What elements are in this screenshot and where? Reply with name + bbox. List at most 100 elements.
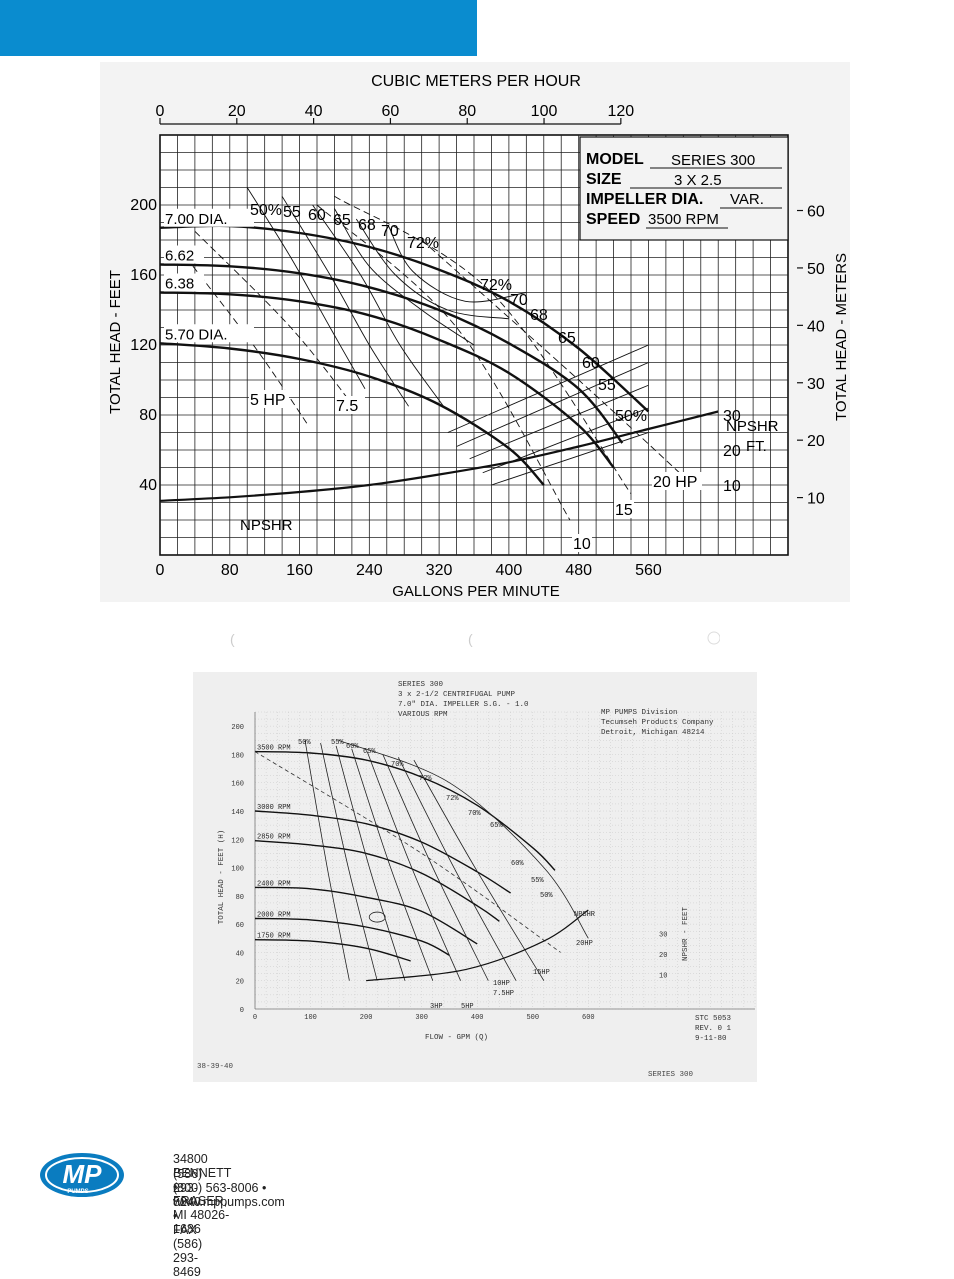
efficiency-curve xyxy=(388,225,527,303)
scan-hp-label: 20HP xyxy=(576,940,593,948)
curve-label-bg xyxy=(164,324,254,343)
scan-y-axis-label: TOTAL HEAD - FEET (H) xyxy=(218,830,226,925)
top-tick-label: 40 xyxy=(305,103,323,120)
horsepower-label: 7.5 xyxy=(336,398,358,415)
head-curve xyxy=(159,263,624,444)
npshr-unit: FT. xyxy=(746,438,767,455)
scan-speed-label: 2850 RPM xyxy=(257,834,291,842)
scan-hp-label: 5HP xyxy=(461,1003,474,1011)
scan-company-line-3: Detroit, Michigan 48214 xyxy=(601,729,705,737)
efficiency-curve xyxy=(355,218,509,320)
scan-speed-label: 2400 RPM xyxy=(257,880,291,888)
scan-stamp-line-2: REV. 0 1 xyxy=(695,1025,732,1033)
scan-speed-label: 2000 RPM xyxy=(257,911,291,919)
x-tick-label: 160 xyxy=(286,562,313,579)
efficiency-label: 72% xyxy=(480,277,512,294)
scan-y-tick-label: 200 xyxy=(231,724,244,732)
scan-efficiency-label: 50% xyxy=(298,739,311,747)
scan-x-tick-label: 500 xyxy=(526,1014,539,1022)
scan-x-axis-label: FLOW - GPM (Q) xyxy=(425,1034,488,1042)
efficiency-tie-line xyxy=(469,384,649,460)
scan-hp-label: NPSHR xyxy=(574,911,596,919)
scan-speed-label: 3500 RPM xyxy=(257,745,291,753)
scan-efficiency-curve xyxy=(366,751,461,981)
curve-label: 7.00 DIA. xyxy=(165,211,228,228)
impeller-label: IMPELLER DIA. xyxy=(586,191,703,208)
scan-efficiency-label: 70% xyxy=(468,810,481,818)
scan-efficiency-label: 70% xyxy=(391,761,404,769)
top-tick-label: 100 xyxy=(531,103,558,120)
size-value: 3 X 2.5 xyxy=(674,172,722,189)
model-value: SERIES 300 xyxy=(671,152,755,169)
footer-web[interactable]: (800) 563-8006 • www.mppumps.com xyxy=(173,1181,285,1209)
efficiency-label: 50% xyxy=(615,408,647,425)
model-label: MODEL xyxy=(586,151,644,168)
scan-efficiency-curve xyxy=(335,745,406,981)
scan-efficiency-label: 60% xyxy=(346,743,359,751)
scan-footer-series: SERIES 300 xyxy=(648,1071,694,1079)
svg-text:(: ( xyxy=(468,631,473,647)
scan-efficiency-label: 72% xyxy=(446,795,459,803)
efficiency-label: 55 xyxy=(283,204,301,221)
scan-y-tick-label: 100 xyxy=(231,866,244,874)
scan-grid xyxy=(254,711,756,1010)
efficiency-curve xyxy=(281,196,409,407)
scan-efficiency-curve xyxy=(397,757,517,981)
efficiency-curve xyxy=(334,208,475,346)
right-tick-label: 30 xyxy=(807,376,825,393)
hp-label-bg xyxy=(614,500,634,518)
scan-stamp-line-1: STC 5053 xyxy=(695,1015,732,1023)
scan-hp-label: 10HP xyxy=(493,980,510,988)
original-scanned-curve-chart: 0 100 200 300 400 500 600 0 20 40 60 80 100 120 140 160… xyxy=(193,672,757,1082)
x-tick-label: 480 xyxy=(565,562,592,579)
x-tick-label: 0 xyxy=(156,562,165,579)
y-axis-label: TOTAL HEAD - FEET xyxy=(107,270,124,414)
scan-efficiency-curve xyxy=(320,743,378,981)
scan-x-tick-label: 100 xyxy=(304,1014,317,1022)
scan-x-tick-label: 400 xyxy=(471,1014,484,1022)
logo-text: MP xyxy=(63,1159,103,1189)
scan-npshr-curve xyxy=(366,909,589,982)
efficiency-label: 68 xyxy=(530,307,548,324)
efficiency-label: 70 xyxy=(381,223,399,240)
curve-label: 5.70 DIA. xyxy=(165,326,228,343)
scan-efficiency-curve xyxy=(304,740,350,981)
curve-label: 6.38 xyxy=(165,276,194,293)
scan-heading: SERIES 300 3 x 2-1/2 CENTRIFUGAL PUMP 7.… xyxy=(398,681,529,719)
hp-label-bg xyxy=(249,390,289,408)
scan-efficiency-label: 55% xyxy=(531,877,544,885)
y-tick-label: 40 xyxy=(139,477,157,494)
efficiency-label: 65 xyxy=(558,330,576,347)
scan-y-tick-label: 80 xyxy=(236,894,244,902)
scan-right-tick-label: 20 xyxy=(659,952,667,960)
scan-speed-curve xyxy=(254,886,478,945)
efficiency-tie-line xyxy=(447,344,649,433)
scan-speed-curve xyxy=(254,840,500,922)
efficiency-tie-line xyxy=(491,432,649,486)
scan-x-tick-label: 0 xyxy=(253,1014,257,1022)
top-tick-label: 60 xyxy=(382,103,400,120)
scan-y-tick-label: 40 xyxy=(236,950,244,958)
scan-x-tick-label: 300 xyxy=(415,1014,428,1022)
efficiency-tie-line xyxy=(456,362,649,447)
horsepower-curve xyxy=(194,230,357,411)
right-tick-label: 40 xyxy=(807,318,825,335)
scan-efficiency-curve xyxy=(351,748,434,981)
scan-efficiency-island xyxy=(368,911,386,923)
npshr-title: NPSHR xyxy=(726,418,779,435)
x-tick-label: 320 xyxy=(426,562,453,579)
head-curve xyxy=(159,342,545,486)
scan-speed-curve xyxy=(254,939,411,962)
x-tick-label: 80 xyxy=(221,562,239,579)
curve-label: 6.62 xyxy=(165,248,194,265)
scan-stamp: STC 5053 REV. 0 1 9-11-80 xyxy=(695,1015,732,1043)
size-label: SIZE xyxy=(586,171,622,188)
x-axis-label: GALLONS PER MINUTE xyxy=(392,583,560,600)
efficiency-label: 60 xyxy=(308,207,326,224)
right-tick-label: 50 xyxy=(807,261,825,278)
scan-stamp-line-3: 9-11-80 xyxy=(695,1035,727,1043)
scan-speed-label: 3000 RPM xyxy=(257,804,291,812)
y-tick-label: 200 xyxy=(130,197,157,214)
y-tick-label: 80 xyxy=(139,407,157,424)
horsepower-label: 10 xyxy=(573,536,591,553)
